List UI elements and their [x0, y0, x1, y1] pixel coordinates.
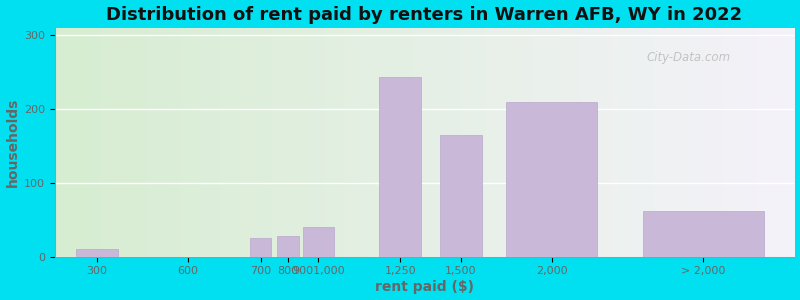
Bar	[643, 211, 764, 256]
Bar	[506, 102, 598, 256]
Text: City-Data.com: City-Data.com	[646, 51, 730, 64]
X-axis label: rent paid ($): rent paid ($)	[375, 280, 474, 294]
Bar	[303, 227, 334, 256]
Bar	[440, 135, 482, 256]
Title: Distribution of rent paid by renters in Warren AFB, WY in 2022: Distribution of rent paid by renters in …	[106, 6, 742, 24]
Bar	[76, 249, 118, 256]
Bar	[278, 236, 298, 256]
Bar	[250, 238, 271, 256]
Y-axis label: households: households	[6, 98, 19, 187]
Bar	[379, 77, 422, 256]
